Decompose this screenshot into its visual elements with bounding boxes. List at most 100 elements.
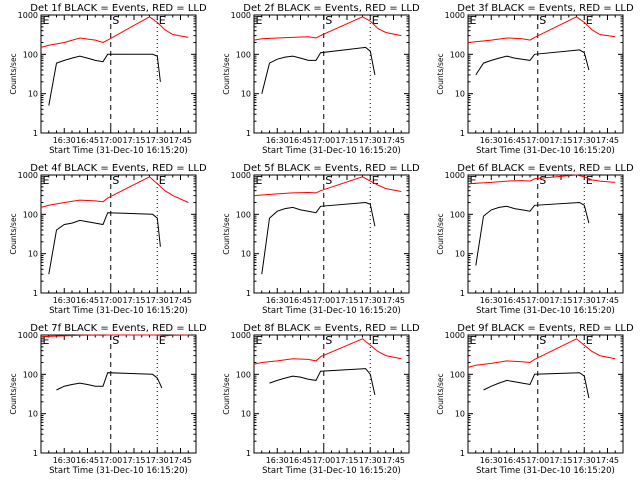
- y-tick-label: 1000: [18, 331, 38, 340]
- event-marker-label: E: [256, 174, 263, 187]
- x-tick-label: 16:45: [503, 456, 526, 465]
- x-tick-label: 17:00: [312, 296, 335, 305]
- event-marker-label: E: [256, 14, 263, 27]
- y-axis-label: Counts/sec: [9, 53, 18, 94]
- x-tick-label: 17:00: [526, 456, 549, 465]
- y-tick-label: 100: [450, 370, 465, 379]
- plot-frame: [253, 334, 410, 454]
- x-tick-label: 17:45: [596, 296, 619, 305]
- x-tick-label: 17:45: [596, 136, 619, 145]
- y-tick-label: 100: [23, 370, 38, 379]
- y-tick-label: 100: [236, 210, 251, 219]
- y-tick-label: 10: [455, 250, 465, 259]
- x-tick-label: 16:30: [266, 456, 289, 465]
- lld-series-line: [40, 176, 189, 208]
- event-marker-label: E: [43, 334, 50, 347]
- event-marker-label: E: [159, 334, 166, 347]
- y-axis-label: Counts/sec: [222, 213, 231, 254]
- y-tick-label: 1: [33, 289, 38, 298]
- y-tick-label: 1: [246, 129, 251, 138]
- event-marker-label: E: [470, 14, 477, 27]
- event-marker-label: S: [539, 334, 546, 347]
- y-tick-label: 1000: [231, 11, 251, 20]
- x-tick-label: 16:30: [480, 456, 503, 465]
- panel-title: Det 4f BLACK = Events, RED = LLD: [30, 163, 207, 174]
- panel-title: Det 5f BLACK = Events, RED = LLD: [243, 163, 420, 174]
- x-tick-label: 17:15: [122, 296, 145, 305]
- panel-title: Det 8f BLACK = Events, RED = LLD: [243, 323, 420, 334]
- y-tick-label: 1: [460, 289, 465, 298]
- x-tick-label: 16:45: [76, 456, 99, 465]
- x-axis-label: Start Time (31-Dec-10 16:15:20): [49, 306, 188, 316]
- events-series-line: [269, 368, 376, 396]
- x-tick-label: 16:30: [53, 456, 76, 465]
- event-marker-label: S: [112, 14, 119, 27]
- plot-frame: [467, 14, 624, 134]
- x-axis-label: Start Time (31-Dec-10 16:15:20): [262, 306, 401, 316]
- x-axis-label: Start Time (31-Dec-10 16:15:20): [262, 466, 401, 476]
- events-series-line: [48, 212, 161, 275]
- detector-panel: Det 2f BLACK = Events, RED = LLD 1 10 100 10…: [222, 3, 420, 156]
- y-tick-label: 1000: [445, 331, 465, 340]
- plot-frame: [467, 174, 624, 294]
- y-tick-label: 100: [23, 210, 38, 219]
- y-tick-label: 1: [246, 449, 251, 458]
- event-marker-label: E: [586, 174, 593, 187]
- events-series-line: [261, 201, 376, 275]
- plot-frame: [40, 334, 197, 454]
- x-tick-label: 16:30: [53, 136, 76, 145]
- lld-series-line: [467, 174, 616, 185]
- detector-panel: Det 8f BLACK = Events, RED = LLD 1 10 100 10…: [222, 323, 420, 476]
- x-tick-label: 16:45: [289, 456, 312, 465]
- panel-title: Det 7f BLACK = Events, RED = LLD: [30, 323, 207, 334]
- event-marker-label: E: [586, 334, 593, 347]
- y-tick-label: 10: [455, 90, 465, 99]
- y-tick-label: 10: [28, 410, 38, 419]
- x-tick-label: 16:30: [266, 136, 289, 145]
- y-tick-label: 10: [241, 250, 251, 259]
- x-tick-label: 17:00: [99, 456, 122, 465]
- x-axis-label: Start Time (31-Dec-10 16:15:20): [476, 306, 615, 316]
- x-axis-label: Start Time (31-Dec-10 16:15:20): [49, 146, 188, 156]
- x-tick-label: 16:45: [503, 136, 526, 145]
- x-tick-label: 16:30: [480, 296, 503, 305]
- y-tick-label: 10: [455, 410, 465, 419]
- y-tick-label: 1: [33, 129, 38, 138]
- x-tick-label: 17:30: [146, 136, 169, 145]
- event-marker-label: E: [372, 174, 379, 187]
- events-series-line: [475, 49, 590, 76]
- x-tick-label: 17:00: [526, 136, 549, 145]
- y-tick-label: 1: [460, 449, 465, 458]
- x-tick-label: 17:30: [359, 296, 382, 305]
- plot-frame: [253, 174, 410, 294]
- panel-title: Det 2f BLACK = Events, RED = LLD: [243, 3, 420, 14]
- event-marker-label: S: [112, 174, 119, 187]
- x-tick-label: 17:00: [526, 296, 549, 305]
- event-marker-label: E: [256, 334, 263, 347]
- y-tick-label: 1: [460, 129, 465, 138]
- y-axis-label: Counts/sec: [9, 373, 18, 414]
- panel-title: Det 3f BLACK = Events, RED = LLD: [457, 3, 634, 14]
- y-axis-label: Counts/sec: [436, 213, 445, 254]
- x-tick-label: 17:30: [359, 456, 382, 465]
- lld-series-line: [253, 176, 402, 197]
- plot-frame: [467, 334, 624, 454]
- x-tick-label: 16:45: [289, 296, 312, 305]
- x-tick-label: 17:30: [573, 136, 596, 145]
- y-tick-label: 100: [236, 370, 251, 379]
- event-marker-label: E: [586, 14, 593, 27]
- lld-series-line: [40, 334, 189, 338]
- x-tick-label: 17:45: [596, 456, 619, 465]
- x-tick-label: 16:45: [76, 296, 99, 305]
- y-tick-label: 1000: [231, 171, 251, 180]
- y-tick-label: 100: [23, 50, 38, 59]
- panel-title: Det 9f BLACK = Events, RED = LLD: [457, 323, 634, 334]
- y-axis-label: Counts/sec: [222, 53, 231, 94]
- x-tick-label: 17:30: [359, 136, 382, 145]
- y-axis-label: Counts/sec: [436, 373, 445, 414]
- x-tick-label: 16:30: [53, 296, 76, 305]
- x-tick-label: 16:30: [480, 136, 503, 145]
- x-tick-label: 17:30: [146, 456, 169, 465]
- y-tick-label: 1000: [231, 331, 251, 340]
- detector-panel: Det 9f BLACK = Events, RED = LLD 1 10 100 10…: [436, 323, 634, 476]
